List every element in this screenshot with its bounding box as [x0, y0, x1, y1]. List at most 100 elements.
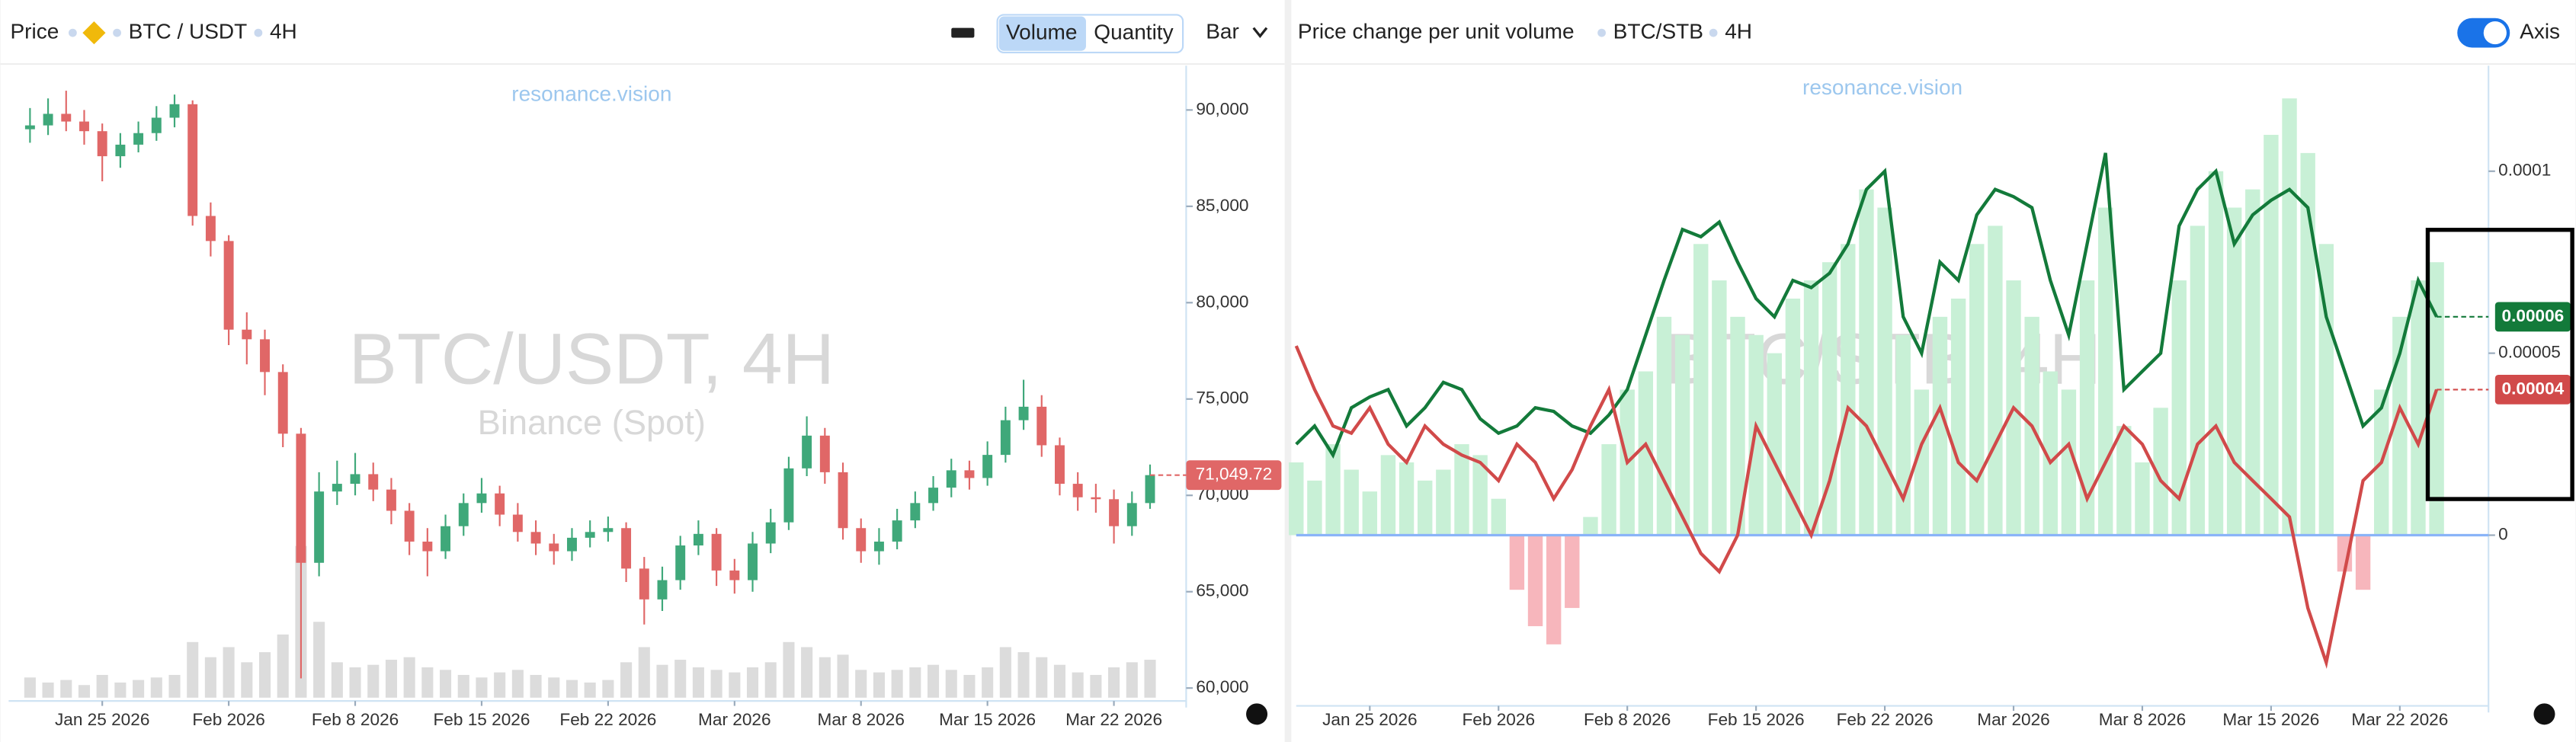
histogram-bar — [1454, 444, 1469, 536]
interval[interactable]: 4H — [1725, 20, 1752, 43]
histogram-bar — [1803, 280, 1819, 536]
symbol[interactable]: BTC/STB — [1613, 20, 1703, 43]
watermark-subtitle: Binance (Spot) — [478, 403, 706, 442]
last-value-label: 0.00006 — [2502, 306, 2565, 325]
volume-bar — [1090, 674, 1102, 698]
x-tick-label: Mar 2026 — [1977, 710, 2050, 729]
interval[interactable]: 4H — [270, 20, 297, 43]
x-tick-label: Mar 15 2026 — [939, 710, 1036, 729]
info-icon[interactable] — [2533, 703, 2555, 725]
histogram-bar — [2264, 134, 2279, 536]
histogram-bar — [1914, 389, 1930, 536]
histogram-bar — [1877, 207, 1892, 536]
histogram-bar — [1988, 225, 2003, 536]
candle-body — [928, 488, 939, 504]
candle-body — [729, 570, 740, 580]
x-tick-label: Mar 2026 — [698, 710, 771, 729]
histogram-bar — [1730, 316, 1745, 536]
candle-body — [1018, 406, 1029, 421]
histogram-bar — [2245, 189, 2260, 536]
last-price-label: 71,049.72 — [1196, 465, 1273, 484]
volume-bar — [511, 670, 524, 698]
candle-body — [404, 510, 415, 542]
symbol[interactable]: BTC / USDT — [129, 20, 248, 43]
label: Price — [11, 20, 59, 43]
candle-body — [873, 541, 884, 552]
volume-bar — [96, 674, 108, 698]
style-select[interactable]: Bar — [1206, 20, 1239, 43]
histogram-bar — [1601, 444, 1616, 536]
y-tick-label: 0.00005 — [2498, 343, 2561, 362]
histogram-bar — [1638, 371, 1654, 536]
candle-body — [441, 526, 451, 552]
candle-body — [982, 455, 993, 478]
x-tick-label: Jan 25 2026 — [1322, 710, 1417, 729]
volume-bar — [421, 667, 434, 698]
toggle-off-label[interactable]: Quantity — [1094, 21, 1173, 44]
last-value-label: 0.00004 — [2502, 379, 2565, 398]
volume-bar — [999, 647, 1011, 698]
info-icon[interactable] — [1246, 703, 1268, 725]
histogram-bar — [2355, 535, 2371, 590]
candle-body — [603, 528, 614, 533]
histogram-bar — [2061, 389, 2077, 536]
y-tick-label: 0 — [2498, 524, 2508, 543]
last-value-badge — [2494, 302, 2571, 332]
dot — [1709, 28, 1718, 37]
candle-body — [115, 144, 126, 157]
histogram-bar — [1509, 535, 1525, 590]
volume-bar — [656, 664, 668, 698]
histogram-bar — [1895, 334, 1911, 536]
histogram-bar — [1712, 280, 1727, 536]
candle-body — [422, 541, 433, 552]
dot — [1597, 28, 1606, 37]
candle-body — [169, 104, 180, 118]
last-price-badge — [1186, 460, 1282, 491]
ruler-icon[interactable] — [951, 27, 975, 38]
volume-bar — [602, 680, 614, 698]
histogram-bar — [1418, 480, 1433, 536]
volume-bar — [982, 667, 994, 698]
volume-bar — [1108, 667, 1120, 698]
x-tick-label: Mar 15 2026 — [2222, 710, 2319, 729]
series-line — [1295, 152, 2439, 459]
volume-bar — [584, 682, 596, 698]
watermark: BTC/USDT, 4H — [349, 318, 835, 399]
volume-bar — [331, 662, 343, 698]
y-tick-label: 0.0001 — [2498, 161, 2551, 180]
candle-body — [1145, 475, 1155, 504]
label: Price change per unit volume — [1298, 20, 1575, 43]
volume-bar — [1072, 672, 1084, 698]
y-tick-label: 85,000 — [1196, 196, 1248, 215]
candle-body — [260, 339, 270, 373]
x-tick-label: Mar 22 2026 — [1065, 710, 1162, 729]
toggle-on[interactable] — [998, 16, 1086, 51]
histogram-bar — [1289, 462, 1304, 536]
candle-body — [242, 329, 252, 340]
highlight-box — [2425, 227, 2574, 501]
x-tick-label: Mar 8 2026 — [2099, 710, 2186, 729]
histogram-bar — [1527, 535, 1543, 626]
histogram-bar — [2318, 244, 2334, 536]
candle-body — [819, 435, 830, 472]
candle-body — [711, 533, 722, 571]
histogram-bar — [2226, 207, 2242, 536]
histogram-bar — [1380, 455, 1396, 536]
volume-bar — [819, 657, 831, 698]
dot — [69, 28, 77, 37]
volume-bar — [710, 670, 722, 698]
volume-bar — [313, 622, 325, 698]
x-tick-label: Feb 22 2026 — [559, 710, 656, 729]
candle-body — [549, 543, 559, 552]
volume-bar — [133, 680, 145, 698]
volume-bar — [241, 662, 253, 698]
x-tick-label: Feb 22 2026 — [1837, 710, 1934, 729]
histogram-bar — [2097, 207, 2113, 536]
volume-bar — [783, 641, 795, 698]
histogram-bar — [2411, 280, 2426, 536]
volume-bar — [204, 657, 216, 698]
histogram-bar — [1472, 455, 1488, 536]
volume-bar — [150, 677, 162, 698]
y-tick-label: 90,000 — [1196, 99, 1248, 118]
candle-body — [133, 133, 144, 145]
